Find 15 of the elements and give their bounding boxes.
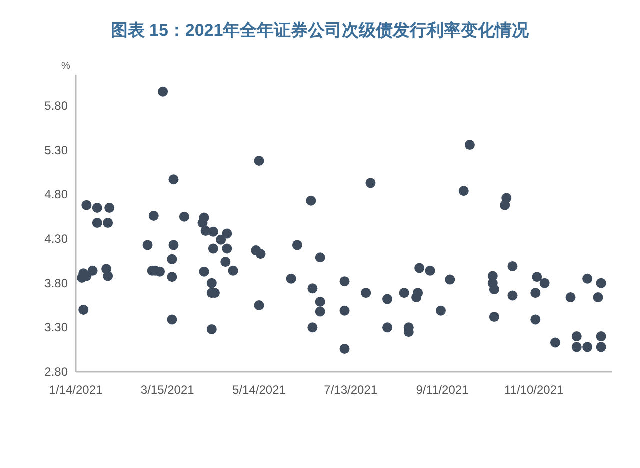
y-tick-label: 4.30 [44,232,68,246]
y-tick-label: 2.80 [44,365,68,379]
y-tick-label: 4.80 [44,188,68,202]
x-tick-label: 9/11/2021 [416,383,470,397]
x-tick-label: 3/15/2021 [140,383,195,397]
y-tick-label: 5.30 [44,143,68,158]
y-axis-title: % [62,61,71,72]
x-tick-label: 11/10/2021 [504,383,564,397]
x-tick-label: 5/14/2021 [232,383,286,397]
x-tick-label: 7/13/2021 [324,383,378,397]
x-tick-label: 1/14/2021 [49,383,104,397]
chart-title: 图表 15：2021年全年证券公司次级债发行利率变化情况 [110,21,530,40]
y-tick-label: 3.30 [44,320,68,335]
y-tick-label: 3.80 [44,276,68,290]
y-tick-label: 5.80 [44,99,68,114]
